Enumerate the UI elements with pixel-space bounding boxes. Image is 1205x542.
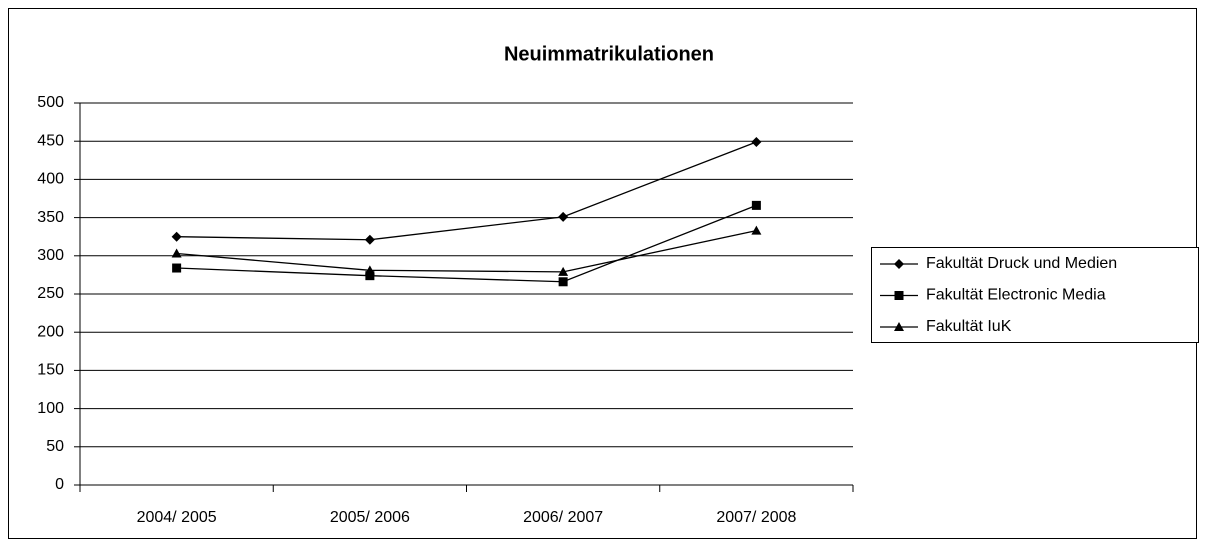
x-tick-label: 2005/ 2006 <box>330 509 410 526</box>
y-tick-label: 400 <box>37 171 64 188</box>
y-tick-label: 250 <box>37 285 64 302</box>
y-tick-label: 500 <box>37 94 64 111</box>
marker <box>751 200 761 210</box>
marker <box>364 234 375 245</box>
marker <box>364 265 375 275</box>
series-line <box>176 141 757 241</box>
chart-title: Neuimmatrikulationen <box>504 43 714 65</box>
marker <box>558 277 568 287</box>
marker <box>558 211 569 222</box>
marker <box>365 271 375 281</box>
legend-label: Fakultät Druck und Medien <box>926 255 1117 272</box>
y-tick-label: 100 <box>37 400 64 417</box>
marker <box>751 225 762 235</box>
legend-label: Fakultät Electronic Media <box>926 287 1106 304</box>
series-line <box>176 229 757 273</box>
x-tick-label: 2007/ 2008 <box>716 509 796 526</box>
y-tick-label: 50 <box>46 438 64 455</box>
marker <box>172 263 182 273</box>
series-line <box>176 204 757 283</box>
y-tick-label: 0 <box>55 476 64 493</box>
legend-label: Fakultät IuK <box>926 318 1012 335</box>
marker <box>751 136 762 147</box>
y-tick-label: 150 <box>37 362 64 379</box>
marker <box>894 259 904 269</box>
y-tick-label: 450 <box>37 132 64 149</box>
y-tick-label: 300 <box>37 247 64 264</box>
y-tick-label: 350 <box>37 209 64 226</box>
x-tick-label: 2004/ 2005 <box>137 509 217 526</box>
marker <box>171 231 182 242</box>
x-tick-label: 2006/ 2007 <box>523 509 603 526</box>
marker <box>171 248 182 258</box>
marker <box>894 291 904 300</box>
y-tick-label: 200 <box>37 323 64 340</box>
marker <box>558 266 569 276</box>
marker <box>894 322 904 331</box>
legend-box <box>871 247 1199 343</box>
